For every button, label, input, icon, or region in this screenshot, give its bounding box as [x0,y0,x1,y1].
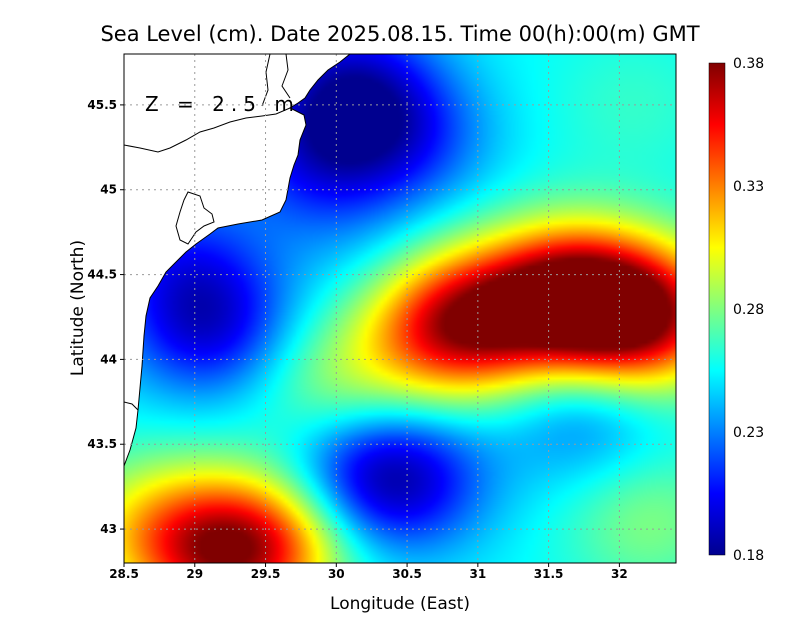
y-tick-label: 45.5 [87,98,117,112]
x-tick-label: 31.5 [534,567,564,581]
x-tick-label: 32 [611,567,628,581]
y-tick-label: 43 [100,522,117,536]
colorbar-tick-label: 0.33 [733,179,764,195]
colorbar-tick-label: 0.28 [733,302,764,318]
colorbar-tick-label: 0.23 [733,425,764,441]
x-axis-label: Longitude (East) [330,594,470,614]
grid-lines [124,54,676,563]
colorbar-bar [708,62,726,556]
y-tick-label: 45 [100,183,117,197]
x-tick-label: 29 [186,567,203,581]
x-tick-label: 30.5 [392,567,422,581]
river [261,54,271,107]
coastline [124,54,351,467]
x-tick-label: 30 [328,567,345,581]
x-axis: 28.5 29 29.5 30 30.5 31 31.5 32 [109,563,628,581]
map-title: Sea Level (cm). Date 2025.08.15. Time 00… [100,22,699,46]
map-plot-area: Z = 2.5 m [123,53,677,564]
colorbar: 0.38 0.33 0.28 0.23 0.18 [708,56,764,564]
colorbar-tick-label: 0.18 [733,548,764,564]
y-axis: 43 43.5 44 44.5 45 45.5 [87,98,124,536]
inland-lake [175,191,215,245]
y-tick-label: 44 [100,352,117,366]
river-2 [281,54,291,99]
border-line-south [124,401,139,411]
x-tick-label: 29.5 [251,567,281,581]
depth-label: Z = 2.5 m [145,92,300,116]
land-mass [124,54,350,466]
x-tick-label: 31 [469,567,486,581]
y-tick-label: 43.5 [87,437,117,451]
y-tick-label: 44.5 [87,268,117,282]
plot-frame [123,53,677,564]
x-tick-label: 28.5 [109,567,139,581]
y-axis-label: Latitude (North) [68,240,88,376]
colorbar-tick-label: 0.38 [733,56,764,72]
colorbar-ticks: 0.38 0.33 0.28 0.23 0.18 [733,56,764,564]
border-line [124,107,291,153]
